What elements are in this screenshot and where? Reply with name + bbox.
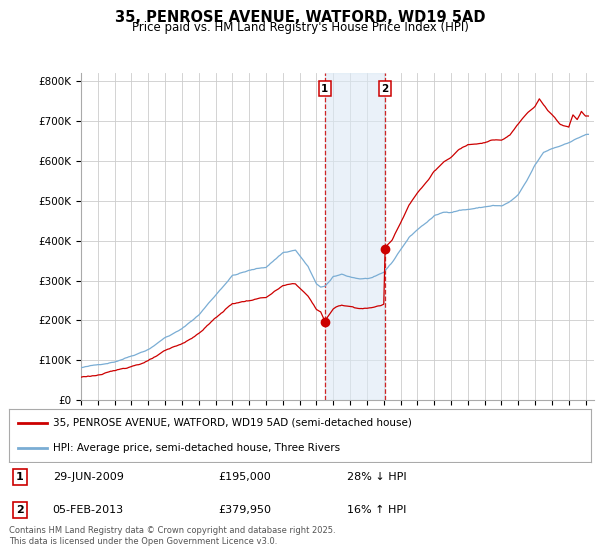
Text: 05-FEB-2013: 05-FEB-2013 — [53, 505, 124, 515]
Text: 2: 2 — [382, 84, 389, 94]
Text: Contains HM Land Registry data © Crown copyright and database right 2025.
This d: Contains HM Land Registry data © Crown c… — [9, 526, 335, 546]
Bar — [325, 73, 385, 400]
Text: 35, PENROSE AVENUE, WATFORD, WD19 5AD: 35, PENROSE AVENUE, WATFORD, WD19 5AD — [115, 10, 485, 25]
Text: Price paid vs. HM Land Registry's House Price Index (HPI): Price paid vs. HM Land Registry's House … — [131, 21, 469, 34]
Text: 29-JUN-2009: 29-JUN-2009 — [53, 472, 124, 482]
Text: 1: 1 — [321, 84, 329, 94]
Text: £195,000: £195,000 — [218, 472, 271, 482]
Text: £379,950: £379,950 — [218, 505, 272, 515]
Text: HPI: Average price, semi-detached house, Three Rivers: HPI: Average price, semi-detached house,… — [53, 443, 340, 453]
Text: 2: 2 — [16, 505, 24, 515]
Text: 35, PENROSE AVENUE, WATFORD, WD19 5AD (semi-detached house): 35, PENROSE AVENUE, WATFORD, WD19 5AD (s… — [53, 418, 412, 428]
Text: 28% ↓ HPI: 28% ↓ HPI — [347, 472, 406, 482]
Text: 16% ↑ HPI: 16% ↑ HPI — [347, 505, 406, 515]
Text: 1: 1 — [16, 472, 24, 482]
